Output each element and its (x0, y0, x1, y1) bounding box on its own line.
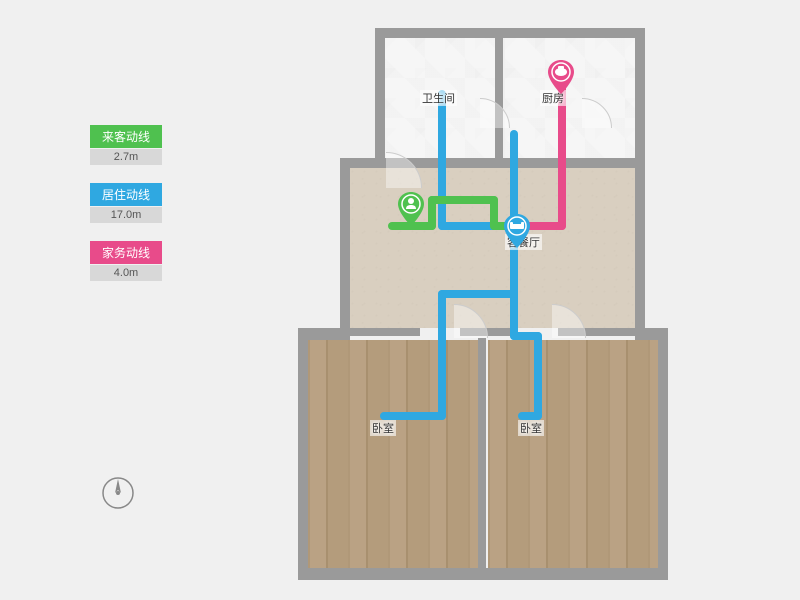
wall (658, 328, 668, 576)
legend: 来客动线 2.7m 居住动线 17.0m 家务动线 4.0m (90, 125, 162, 299)
path-resident (438, 290, 518, 298)
legend-label: 家务动线 (90, 241, 162, 264)
path-resident (534, 332, 542, 420)
path-resident (380, 412, 446, 420)
legend-label: 来客动线 (90, 125, 162, 148)
wall (635, 158, 645, 333)
wall (478, 338, 486, 570)
room-bedroom1 (308, 340, 478, 568)
room-kitchen (505, 38, 635, 158)
path-resident (518, 412, 542, 420)
wall (375, 28, 645, 38)
marker-sofa-icon (504, 214, 530, 248)
room-label: 卧室 (370, 420, 396, 436)
marker-pot-icon (548, 60, 574, 94)
floorplan: 卫生间厨房客餐厅卧室卧室 (290, 20, 690, 585)
marker-person-icon (398, 192, 424, 226)
legend-value: 4.0m (90, 265, 162, 281)
wall (298, 328, 308, 576)
room-label: 卫生间 (420, 90, 457, 106)
wall (635, 28, 645, 168)
legend-label: 居住动线 (90, 183, 162, 206)
wall (375, 28, 385, 168)
path-resident (510, 332, 542, 340)
legend-item-resident: 居住动线 17.0m (90, 183, 162, 223)
legend-value: 2.7m (90, 149, 162, 165)
wall (340, 328, 420, 336)
legend-item-chore: 家务动线 4.0m (90, 241, 162, 281)
room-living (350, 168, 640, 328)
path-guest (428, 196, 498, 204)
wall (340, 158, 350, 333)
path-resident (438, 90, 446, 230)
room-bedroom2 (488, 340, 658, 568)
legend-item-guest: 来客动线 2.7m (90, 125, 162, 165)
compass-icon (100, 475, 136, 511)
legend-value: 17.0m (90, 207, 162, 223)
wall (495, 38, 503, 158)
path-resident (438, 290, 446, 420)
room-label: 卧室 (518, 420, 544, 436)
